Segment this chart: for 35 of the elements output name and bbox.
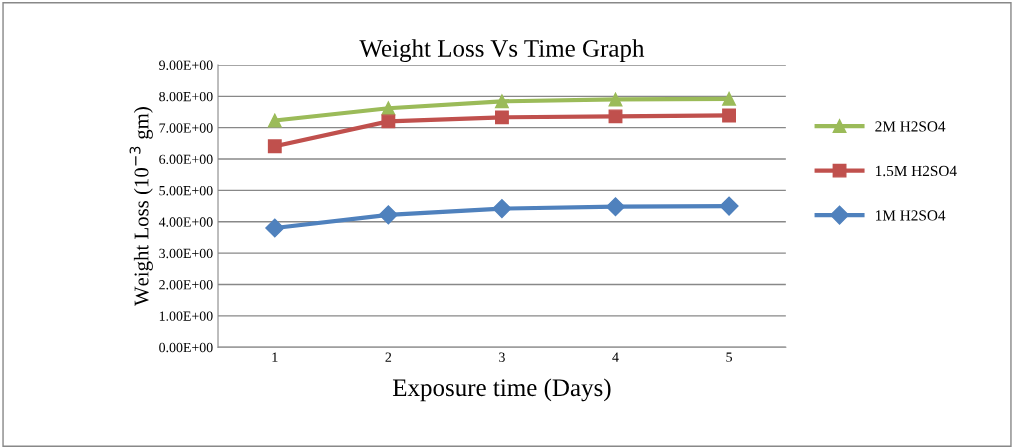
point: [722, 108, 737, 123]
point: [267, 139, 282, 154]
point: [267, 113, 282, 128]
legend-label: 1M H2SO4: [876, 210, 946, 221]
y-axis-title: Weight Loss (10$^{−3}$ gm): [129, 107, 153, 307]
x-tick-label: 1: [272, 352, 278, 362]
x-tick-label: 3: [499, 352, 505, 362]
y-tick-label: 9.00E+00: [159, 60, 213, 70]
y-tick-label: 0.00E+00: [159, 342, 213, 353]
y-tick-label: 5.00E+00: [159, 185, 213, 196]
legend-label: 1.5M H2SO4: [876, 165, 957, 177]
point: [605, 197, 626, 217]
point: [265, 218, 285, 238]
point: [608, 109, 623, 124]
y-tick-label: 3.00E+00: [159, 248, 213, 259]
point: [494, 94, 509, 109]
point: [608, 92, 623, 107]
x-tick-label: 2: [385, 352, 392, 362]
y-tick-label: 2.00E+00: [159, 280, 213, 290]
point: [722, 91, 737, 106]
point: [719, 196, 739, 216]
point: [492, 199, 512, 219]
x-tick-label: 4: [612, 352, 619, 362]
point: [381, 114, 396, 129]
y-tick-label: 8.00E+00: [159, 91, 213, 102]
x-tick-label: 5: [726, 352, 732, 362]
point: [494, 110, 509, 125]
y-tick-label: 4.00E+00: [158, 217, 213, 227]
y-tick-label: 7.00E+00: [159, 123, 213, 133]
y-tick-label: 6.00E+00: [159, 154, 213, 165]
x-axis-title: Exposure time (Days): [392, 378, 611, 402]
point: [378, 205, 398, 225]
legend-label: 2M H2SO4: [875, 121, 946, 132]
chart-title: Weight Loss Vs Time Graph: [359, 39, 645, 63]
y-tick-label: 1.00E+00: [159, 311, 213, 321]
